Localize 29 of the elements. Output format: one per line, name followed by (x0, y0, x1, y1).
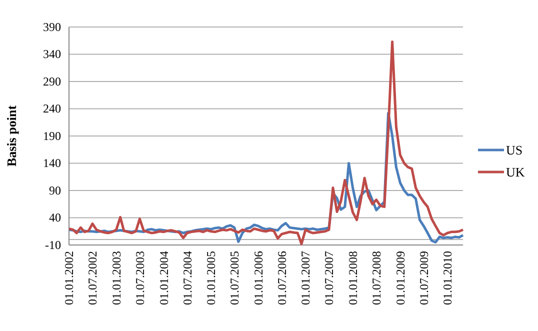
x-tick-label: 01.01.2004 (156, 251, 171, 305)
legend-label: UK (506, 164, 526, 180)
y-tick-label: 240 (43, 102, 61, 116)
x-tick-label: 01.01.2002 (62, 251, 76, 305)
y-tick-label: 340 (43, 47, 61, 62)
x-tick-label: 01.01.2007 (298, 251, 313, 305)
y-tick-label: 90 (49, 183, 61, 198)
x-tick-label: 01.07.2003 (132, 251, 147, 305)
x-tick-label: 01.07.2005 (228, 251, 242, 305)
legend-label: US (506, 142, 523, 158)
y-tick-label: 40 (49, 210, 61, 225)
x-tick-label: 01.01.2003 (109, 251, 124, 305)
x-tick-label: 01.07.2007 (322, 251, 336, 305)
y-axis-title: Basis point (4, 104, 19, 167)
x-tick-label: 01.07.2008 (370, 251, 384, 305)
x-tick-label: 01.01.2009 (393, 251, 408, 305)
y-tick-label: 290 (43, 74, 61, 88)
x-tick-label: 01.01.2008 (346, 251, 360, 305)
x-tick-label: 01.01.2005 (204, 251, 218, 305)
x-tick-label: 01.07.2002 (86, 251, 100, 305)
x-tick-label: 01.07.2009 (416, 251, 431, 305)
x-tick-label: 01.01.2006 (251, 251, 266, 305)
x-tick-label: 01.07.2006 (274, 251, 289, 305)
x-tick-label: 01.01.2010 (440, 251, 455, 305)
y-tick-label: 140 (43, 156, 61, 170)
y-tick-label: 190 (43, 128, 61, 143)
y-tick-label: -10 (45, 238, 61, 252)
y-tick-label: 390 (43, 20, 61, 34)
x-tick-label: 01.07.2004 (180, 251, 194, 305)
